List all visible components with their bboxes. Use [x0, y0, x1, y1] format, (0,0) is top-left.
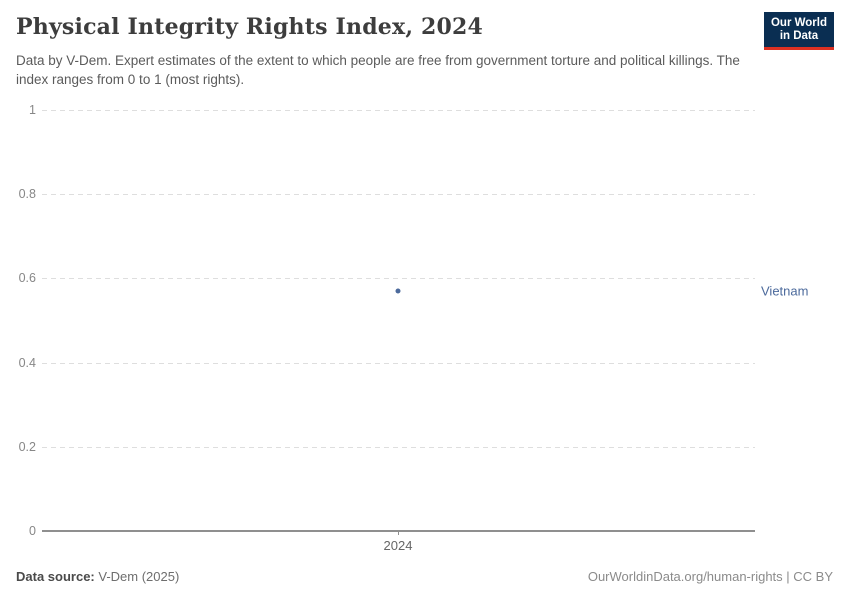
data-source: Data source: V-Dem (2025)	[16, 569, 179, 584]
x-axis-tick	[398, 531, 399, 535]
y-axis-tick-label: 0.2	[18, 439, 36, 454]
gridline	[42, 278, 755, 280]
data-source-value: V-Dem (2025)	[98, 569, 180, 584]
entity-label-vietnam[interactable]: Vietnam	[761, 283, 809, 299]
y-axis-tick-label: 1	[29, 103, 36, 117]
x-axis-tick-label: 2024	[383, 538, 413, 553]
chart-subtitle: Data by V-Dem. Expert estimates of the e…	[16, 53, 740, 87]
gridline	[42, 194, 755, 196]
chart-title: Physical Integrity Rights Index, 2024	[16, 14, 484, 40]
gridline	[42, 446, 755, 448]
gridline	[42, 110, 755, 111]
y-axis-tick-label: 0.8	[18, 187, 36, 202]
owid-logo-line1: Our World	[770, 17, 827, 29]
data-point-vietnam[interactable]	[395, 288, 401, 294]
y-axis-tick-label: 0.4	[18, 355, 36, 370]
gridline	[42, 362, 755, 364]
owid-logo[interactable]: Our World in Data	[763, 12, 834, 50]
owid-logo-line2: in Data	[779, 30, 819, 42]
y-axis-tick-label: 0	[29, 524, 36, 538]
y-axis-tick-label: 0.6	[18, 271, 36, 286]
x-axis-line	[42, 530, 755, 532]
data-source-label: Data source:	[16, 569, 95, 584]
credit-link[interactable]: OurWorldinData.org/human-rights | CC BY	[587, 569, 833, 584]
